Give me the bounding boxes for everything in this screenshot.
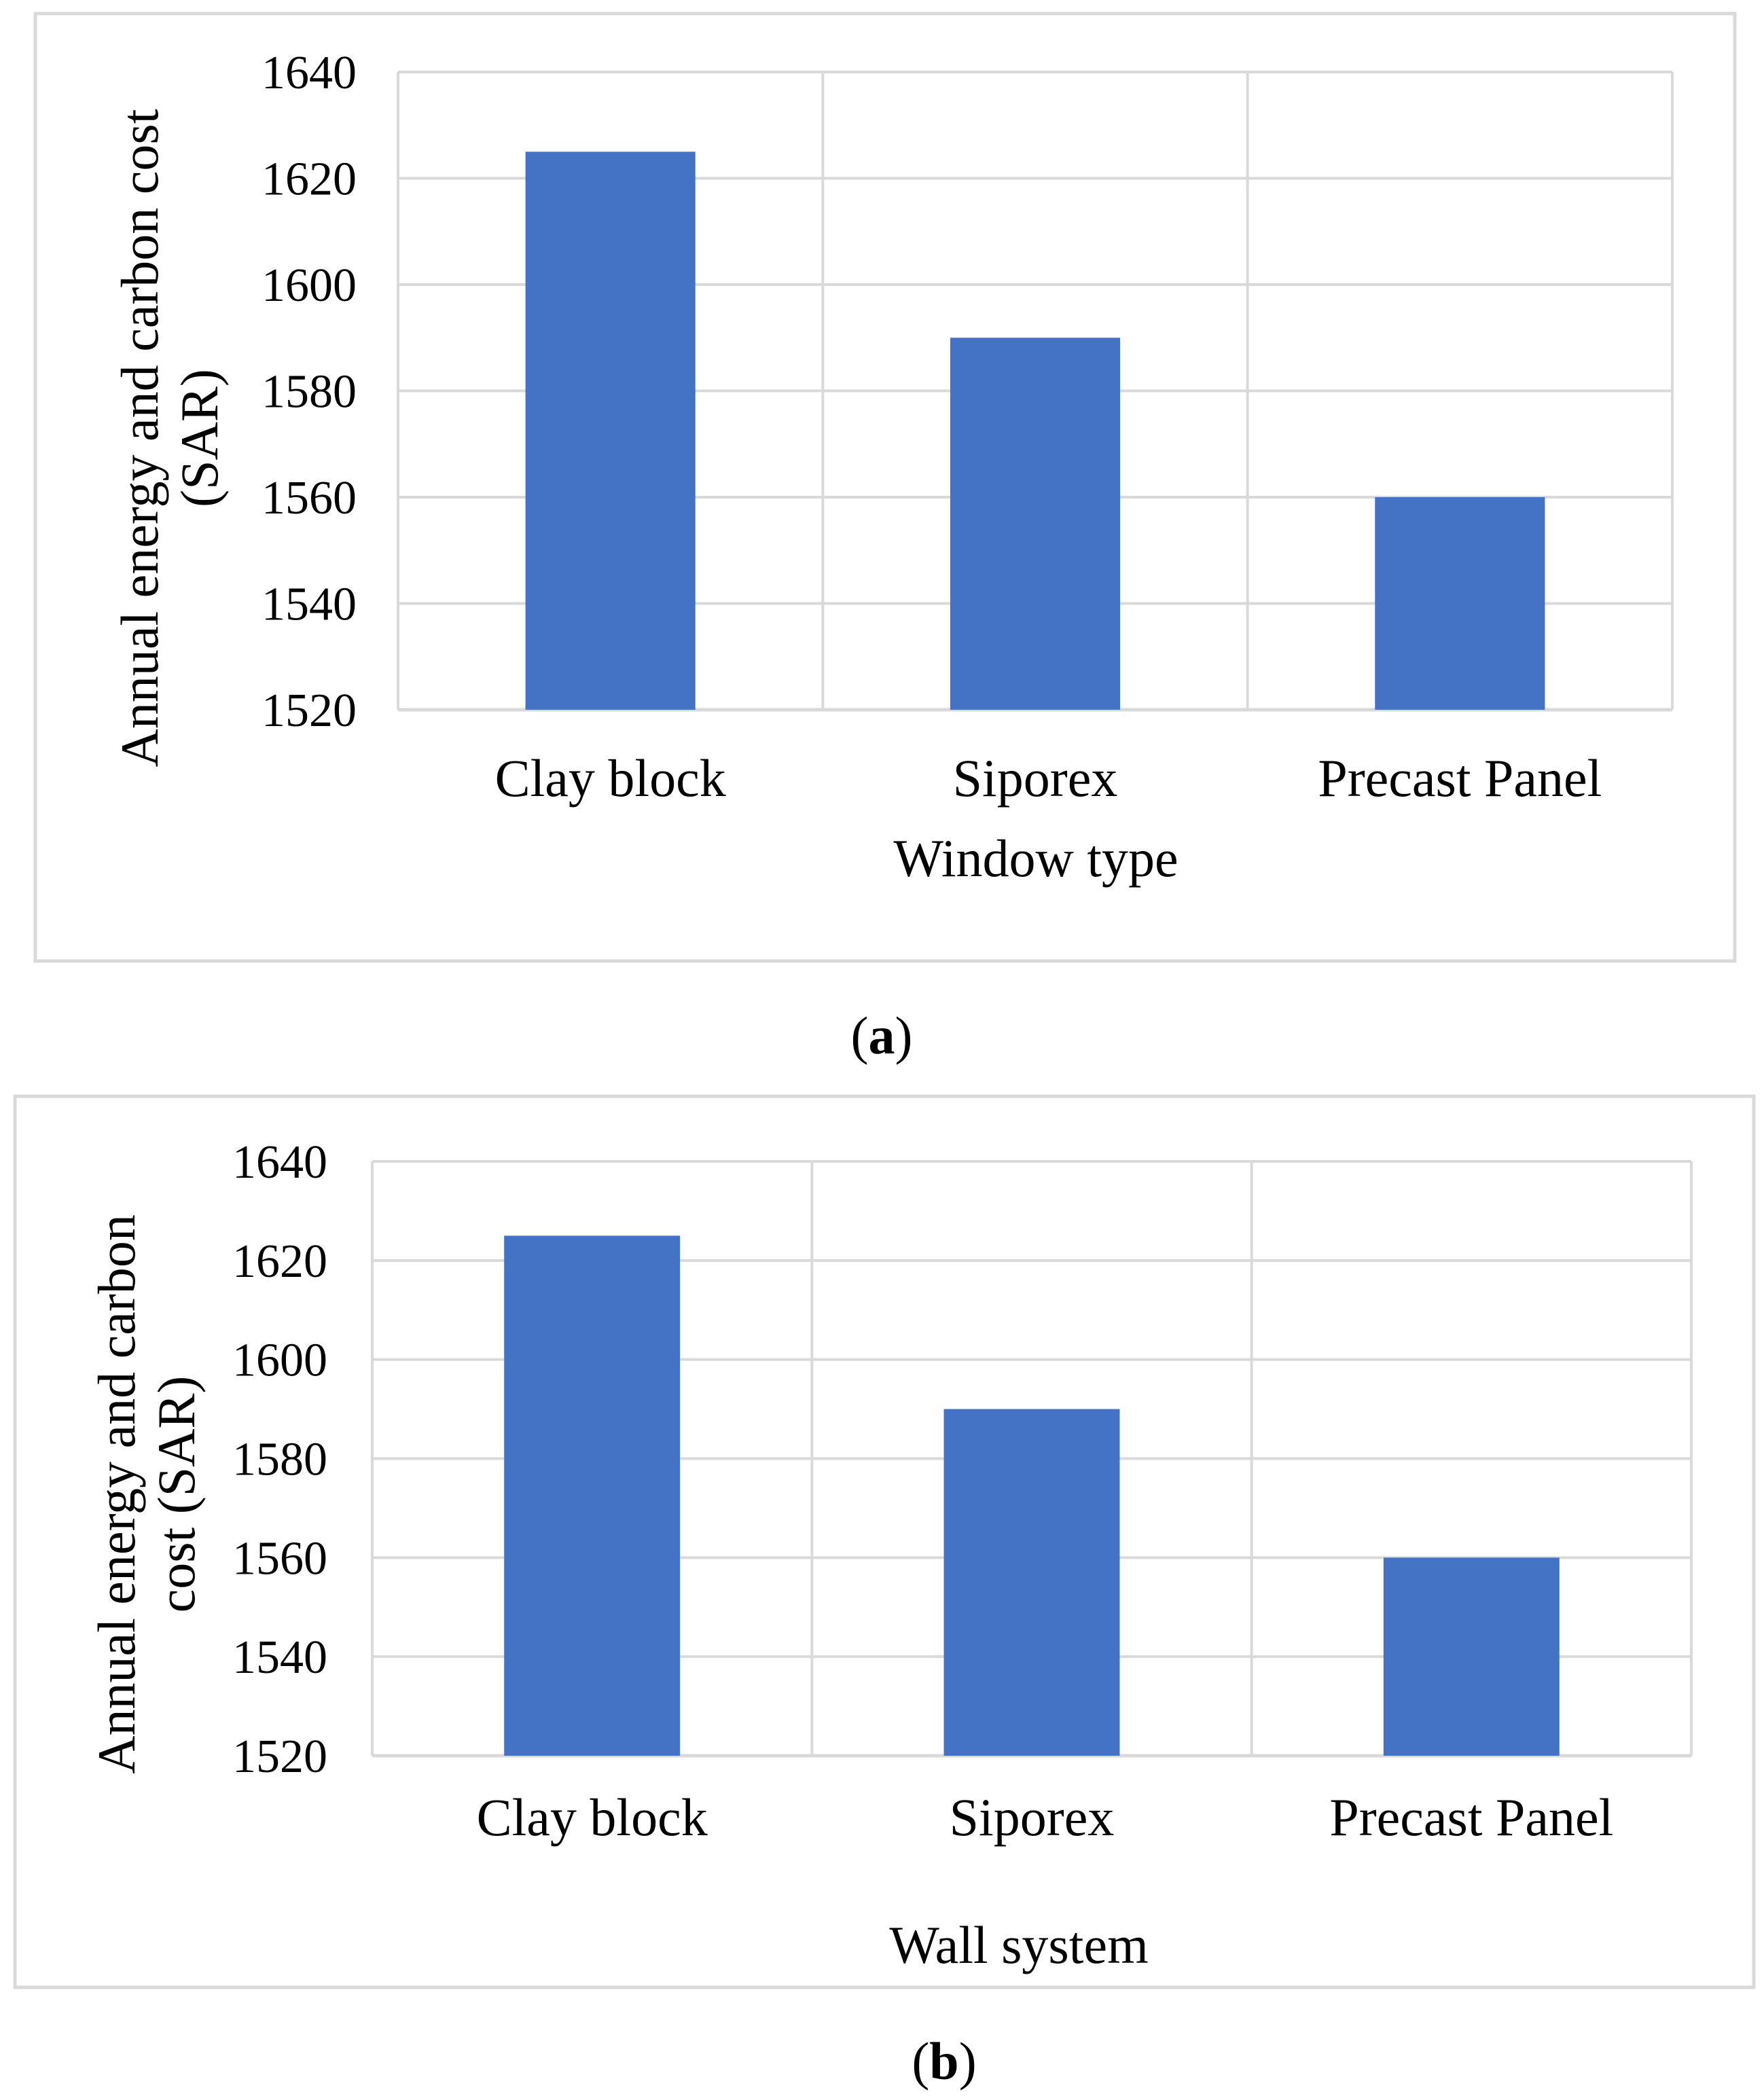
y-tick-label: 1520 xyxy=(262,685,357,737)
y-axis-title-line2: cost (SAR) xyxy=(147,1376,206,1613)
y-tick-label: 1600 xyxy=(262,259,357,312)
chart-a: 1520 1540 1560 1580 1600 1620 1640 Clay block S… xyxy=(33,12,1737,963)
x-category-label: Siporex xyxy=(950,1788,1115,1847)
chart-b: 1520 1540 1560 1580 1600 1620 1640 Clay block S… xyxy=(13,1094,1756,1989)
x-category-label: Clay block xyxy=(477,1788,708,1847)
y-tick-label: 1540 xyxy=(232,1631,327,1684)
caption-a: (a) xyxy=(850,1006,913,1065)
chart-frame xyxy=(33,12,1737,963)
bar-siporex xyxy=(943,1409,1120,1756)
y-tick-label: 1620 xyxy=(232,1235,327,1288)
y-tick-label: 1560 xyxy=(262,472,357,524)
x-category-label: Precast Panel xyxy=(1318,748,1602,808)
x-axis-title: Wall system xyxy=(889,1915,1149,1974)
bar-precast-panel xyxy=(1383,1557,1560,1756)
y-tick-label: 1520 xyxy=(232,1731,327,1783)
x-category-label: Siporex xyxy=(953,748,1118,808)
y-axis-title-line1: Annual energy and carbon xyxy=(87,1214,146,1774)
bar-siporex xyxy=(950,338,1121,710)
y-tick-label: 1640 xyxy=(232,1136,327,1189)
chart-frame xyxy=(13,1094,1756,1989)
caption-b-label: b xyxy=(929,2031,959,2091)
x-axis-title: Window type xyxy=(893,829,1178,888)
y-tick-label: 1620 xyxy=(262,153,357,206)
caption-b: (b) xyxy=(912,2031,977,2091)
y-axis-title-line2: (SAR) xyxy=(170,369,229,507)
y-tick-label: 1560 xyxy=(232,1532,327,1585)
y-axis-title-line1: Annual energy and carbon cost xyxy=(110,109,169,767)
caption-a-label: a xyxy=(868,1006,895,1065)
x-category-label: Precast Panel xyxy=(1329,1788,1613,1847)
y-tick-label: 1640 xyxy=(262,47,357,99)
y-tick-label: 1580 xyxy=(232,1434,327,1486)
x-category-label: Clay block xyxy=(495,748,726,808)
y-tick-label: 1540 xyxy=(262,579,357,631)
y-tick-label: 1580 xyxy=(262,366,357,418)
bar-precast-panel xyxy=(1375,497,1545,710)
bar-clay-block xyxy=(525,151,696,710)
y-tick-label: 1600 xyxy=(232,1335,327,1387)
bar-clay-block xyxy=(504,1235,681,1756)
